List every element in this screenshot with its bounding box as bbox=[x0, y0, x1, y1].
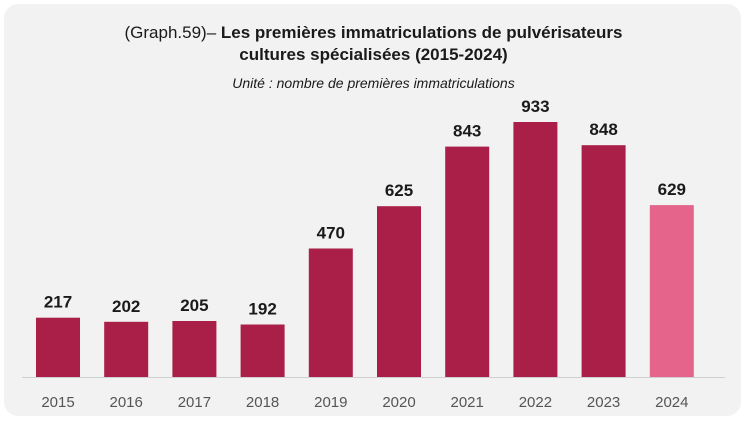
value-label-2018: 192 bbox=[248, 300, 276, 319]
bar-2018 bbox=[240, 324, 285, 377]
bar-2020 bbox=[377, 206, 421, 377]
x-tick-label-2018: 2018 bbox=[246, 394, 279, 411]
value-label-2019: 470 bbox=[317, 224, 345, 243]
bar-2017 bbox=[172, 321, 217, 377]
x-tick-label-2024: 2024 bbox=[655, 394, 688, 411]
bar-2023 bbox=[581, 145, 626, 377]
chart-title: (Graph.59)– Les premières immatriculatio… bbox=[0, 22, 747, 66]
value-labels-group: 217 202 205 192 470 625 843 933 848 629 bbox=[44, 97, 686, 319]
value-label-2017: 205 bbox=[180, 296, 208, 315]
bar-2021 bbox=[445, 146, 490, 377]
chart-title-prefix: (Graph.59)– bbox=[124, 23, 221, 42]
value-label-2022: 933 bbox=[521, 97, 549, 116]
value-label-2020: 625 bbox=[385, 181, 413, 200]
value-label-2021: 843 bbox=[453, 122, 481, 141]
x-tick-label-2020: 2020 bbox=[382, 394, 415, 411]
x-tick-label-2016: 2016 bbox=[110, 394, 143, 411]
x-tick-label-2022: 2022 bbox=[519, 394, 552, 411]
chart-title-line1: Les premières immatriculations de pulvér… bbox=[220, 23, 623, 42]
value-label-2016: 202 bbox=[112, 297, 140, 316]
bars-group bbox=[36, 122, 694, 377]
bar-2024 bbox=[649, 205, 694, 377]
bar-2016 bbox=[104, 321, 149, 377]
value-label-2023: 848 bbox=[589, 120, 617, 139]
value-label-2024: 629 bbox=[658, 180, 686, 199]
x-tick-label-2019: 2019 bbox=[314, 394, 347, 411]
x-tick-label-2023: 2023 bbox=[587, 394, 620, 411]
chart-subtitle: Unité : nombre de premières immatriculat… bbox=[232, 75, 515, 91]
bar-2019 bbox=[308, 248, 353, 377]
x-tick-label-2021: 2021 bbox=[451, 394, 484, 411]
value-label-2015: 217 bbox=[44, 293, 72, 312]
x-tick-label-2017: 2017 bbox=[178, 394, 211, 411]
x-tick-labels-group: 2015 2016 2017 2018 2019 2020 2021 2022 2023 2024 bbox=[41, 394, 688, 411]
bar-2022 bbox=[513, 122, 558, 377]
bar-2015 bbox=[36, 317, 80, 377]
x-tick-label-2015: 2015 bbox=[41, 394, 74, 411]
chart-title-line2: cultures spécialisées (2015-2024) bbox=[239, 45, 508, 64]
